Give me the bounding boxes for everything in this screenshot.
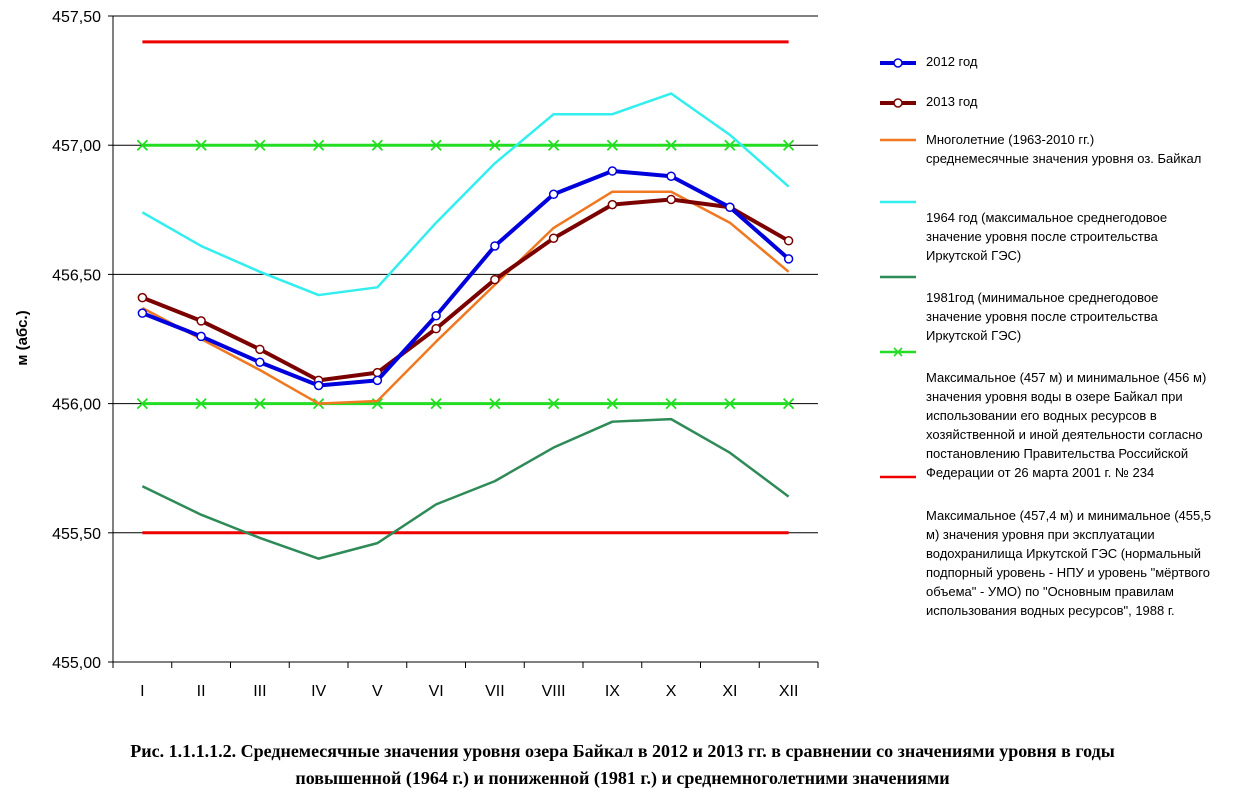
- limit-marker: [782, 397, 795, 410]
- limit-marker: [195, 139, 207, 151]
- x-tick-label: VII: [485, 683, 505, 700]
- x-tick-label: V: [372, 683, 383, 700]
- data-point: [196, 331, 206, 342]
- y-tick-label: 455,00: [52, 655, 101, 672]
- x-tick-label: IX: [605, 683, 620, 700]
- limit-marker: [489, 397, 501, 410]
- data-point: [255, 344, 265, 355]
- x-tick-label: II: [197, 683, 206, 700]
- limit-marker: [136, 397, 149, 410]
- limit-marker: [665, 139, 677, 151]
- legend-label-2013: 2013 год: [926, 94, 978, 109]
- y-tick-label: 457,00: [52, 138, 101, 155]
- series-line: [141, 92, 790, 297]
- y-tick-label: 456,00: [52, 397, 101, 414]
- limit-marker: [195, 397, 207, 410]
- limit-marker: [430, 139, 442, 151]
- legend-label-green-limits: Максимальное (457 м) и минимальное (456 …: [926, 370, 1207, 480]
- limit-marker: [665, 397, 677, 410]
- gridlines: [113, 15, 818, 663]
- data-point: [548, 233, 559, 243]
- limit-marker: [254, 139, 266, 151]
- limit-marker: [724, 139, 736, 151]
- legend-swatch-mnogolet: [880, 138, 916, 142]
- x-tick-label: I: [140, 683, 144, 700]
- legend-swatch-1964: [880, 200, 916, 204]
- series-line: [141, 417, 790, 560]
- legend-label-mnogolet: Многолетние (1963-2010 гг.) среднемесячн…: [926, 132, 1202, 166]
- data-point: [607, 199, 618, 210]
- legend-swatch-2013: [880, 98, 916, 108]
- legend-swatch-1981: [880, 275, 916, 279]
- data-point: [783, 254, 794, 264]
- x-tick-label: X: [666, 683, 677, 700]
- legend-label-2012: 2012 год: [926, 54, 978, 69]
- data-point: [196, 316, 206, 326]
- series-line: [141, 169, 790, 388]
- x-tick-label: VIII: [542, 683, 566, 700]
- x-tick-label: VI: [429, 683, 444, 700]
- data-point: [255, 357, 265, 368]
- legend-swatch-2012: [880, 58, 916, 68]
- series-lines: [136, 40, 795, 560]
- x-tick-label: XI: [722, 683, 737, 700]
- caption-line-1: Рис. 1.1.1.1.2. Среднемесячные значения …: [130, 741, 1115, 761]
- data-point: [725, 202, 735, 212]
- y-tick-label: 457,50: [52, 9, 101, 26]
- limit-marker: [606, 397, 619, 410]
- y-axis-label: м (абс.): [14, 310, 31, 365]
- data-point: [783, 236, 794, 246]
- limit-marker: [782, 139, 795, 151]
- x-tick-label: IV: [311, 683, 326, 700]
- data-point: [548, 189, 559, 200]
- limit-marker: [606, 139, 619, 151]
- data-point: [137, 292, 148, 303]
- legend-swatch-red-limits: [880, 475, 916, 479]
- legend-label-red-limits: Максимальное (457,4 м) и минимальное (45…: [926, 508, 1212, 618]
- data-point: [313, 380, 324, 391]
- data-point: [490, 274, 500, 285]
- limit-marker: [724, 397, 736, 410]
- x-tick-label: III: [253, 683, 266, 700]
- data-point: [372, 375, 383, 386]
- data-point: [490, 241, 500, 251]
- data-point: [137, 308, 148, 318]
- x-tick-labels: I II III IV V VI VII VIII IX X XI XII: [140, 683, 798, 700]
- data-point: [431, 310, 441, 321]
- y-tick-labels: 455,00 455,50 456,00 456,50 457,00 457,50: [52, 9, 101, 672]
- data-point: [666, 194, 676, 205]
- y-tick-label: 455,50: [52, 526, 101, 543]
- data-point: [431, 323, 441, 334]
- series-line: [141, 190, 790, 405]
- data-point: [666, 171, 676, 181]
- limit-marker: [489, 139, 501, 151]
- data-point: [607, 166, 618, 176]
- legend-label-1981: 1981год (минимальное среднегодовое значе…: [926, 290, 1159, 343]
- figure-caption: Рис. 1.1.1.1.2. Среднемесячные значения …: [20, 738, 1225, 792]
- limit-marker: [136, 139, 149, 151]
- x-tick-label: XII: [779, 683, 799, 700]
- limit-marker: [312, 139, 325, 151]
- limit-marker: [430, 397, 442, 410]
- limit-marker: [371, 139, 384, 151]
- series-line: [141, 197, 790, 383]
- axes: [108, 15, 819, 668]
- y-tick-label: 456,50: [52, 267, 101, 284]
- legend-label-1964: 1964 год (максимальное среднегодовое зна…: [926, 210, 1168, 263]
- limit-marker: [254, 397, 266, 410]
- legend-swatch-green-limits: [880, 347, 916, 357]
- limit-marker: [547, 397, 560, 410]
- caption-line-2: повышенной (1964 г.) и пониженной (1981 …: [295, 768, 950, 788]
- limit-marker: [547, 139, 560, 151]
